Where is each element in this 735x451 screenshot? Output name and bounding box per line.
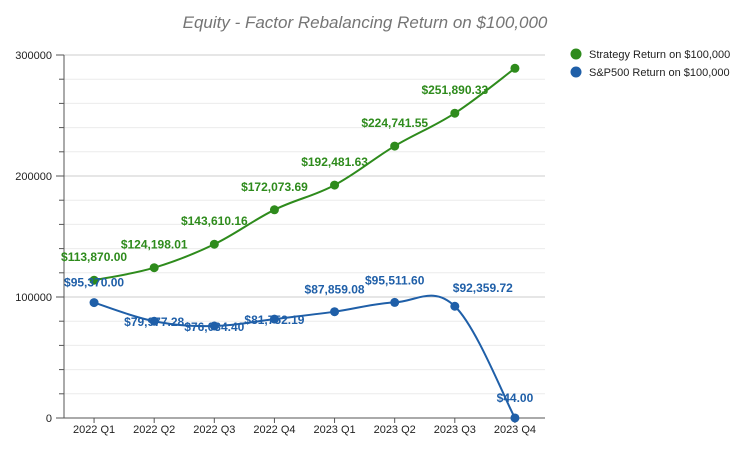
data-label: $124,198.01 [121,238,188,252]
x-tick-label: 2022 Q2 [133,424,175,436]
data-label: $95,370.00 [64,276,124,290]
y-tick-label: 100000 [15,292,52,304]
data-label: $79,977.28 [124,315,184,329]
data-label: $87,859.08 [305,283,365,297]
legend-marker [570,66,582,78]
x-tick-label: 2022 Q3 [193,424,235,436]
legend-marker [570,48,582,60]
series-line-strategy [93,67,516,282]
data-label: $92,359.72 [453,281,513,295]
data-label: $192,481.63 [301,155,368,169]
data-label: $172,073.69 [241,180,308,194]
chart-title: Equity - Factor Rebalancing Return on $1… [183,13,548,32]
series-line-sp500 [93,294,516,419]
data-point-strategy [209,239,219,249]
data-point-strategy [450,108,460,118]
data-label: $95,511.60 [365,273,425,287]
data-point-sp500 [390,297,400,307]
gridlines [64,54,545,419]
series-lines [89,63,520,423]
x-tick-label: 2023 Q4 [494,424,536,436]
y-tick-label: 0 [46,413,52,425]
data-point-sp500 [450,301,460,311]
data-point-sp500 [269,314,279,324]
data-label: $143,610.16 [181,214,248,228]
x-tick-label: 2023 Q1 [313,424,355,436]
x-tick-label: 2022 Q1 [73,424,115,436]
legend: Strategy Return on $100,000 S&P500 Return… [570,48,730,79]
data-point-strategy [390,141,400,151]
data-point-sp500 [330,307,340,317]
data-label: $251,890.33 [421,83,488,97]
axes: 0 100000 200000 300000 2022 Q1 2022 Q2 2022 Q3… [15,50,545,436]
data-point-strategy [330,180,340,190]
legend-label: Strategy Return on $100,000 [589,49,730,61]
data-point-strategy [149,263,159,273]
data-label: $76,034.40 [184,320,244,334]
data-point-strategy [269,205,279,215]
data-point-sp500 [89,298,99,308]
data-point-strategy [89,275,99,285]
data-point-sp500 [510,413,520,423]
data-point-sp500 [209,321,219,331]
data-label: $44.00 [497,391,534,405]
y-tick-label: 200000 [15,171,52,183]
x-tick-label: 2023 Q3 [434,424,476,436]
legend-label: S&P500 Return on $100,000 [589,67,730,79]
data-label: $113,870.00 [61,250,127,264]
data-label: $81,752.19 [244,313,304,327]
y-tick-label: 300000 [15,50,52,62]
x-tick-label: 2023 Q2 [374,424,416,436]
x-tick-label: 2022 Q4 [253,424,295,436]
data-point-sp500 [149,316,159,326]
data-label: $224,741.55 [361,116,428,130]
data-point-strategy [510,63,520,73]
data-labels: $113,870.00$124,198.01 $143,610.16 $172,07… [61,83,534,405]
